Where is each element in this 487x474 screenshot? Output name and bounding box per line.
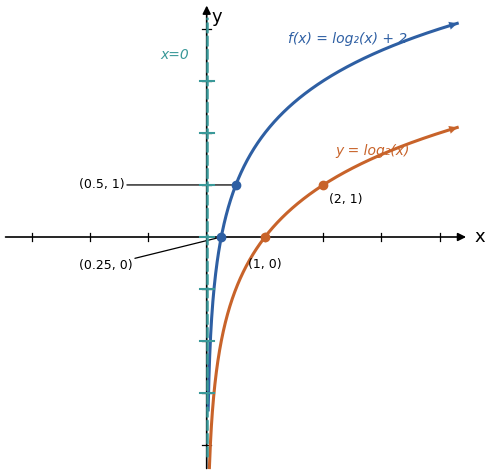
Text: x: x: [475, 228, 486, 246]
Text: (0.5, 1): (0.5, 1): [78, 178, 232, 191]
Text: f(x) = log₂(x) + 2: f(x) = log₂(x) + 2: [288, 32, 408, 46]
Text: (1, 0): (1, 0): [248, 258, 282, 271]
Text: y = log₂(x): y = log₂(x): [335, 144, 409, 158]
Text: (0.25, 0): (0.25, 0): [78, 238, 217, 272]
Text: y: y: [211, 8, 222, 26]
Text: x=0: x=0: [160, 48, 189, 62]
Text: (2, 1): (2, 1): [329, 193, 362, 206]
